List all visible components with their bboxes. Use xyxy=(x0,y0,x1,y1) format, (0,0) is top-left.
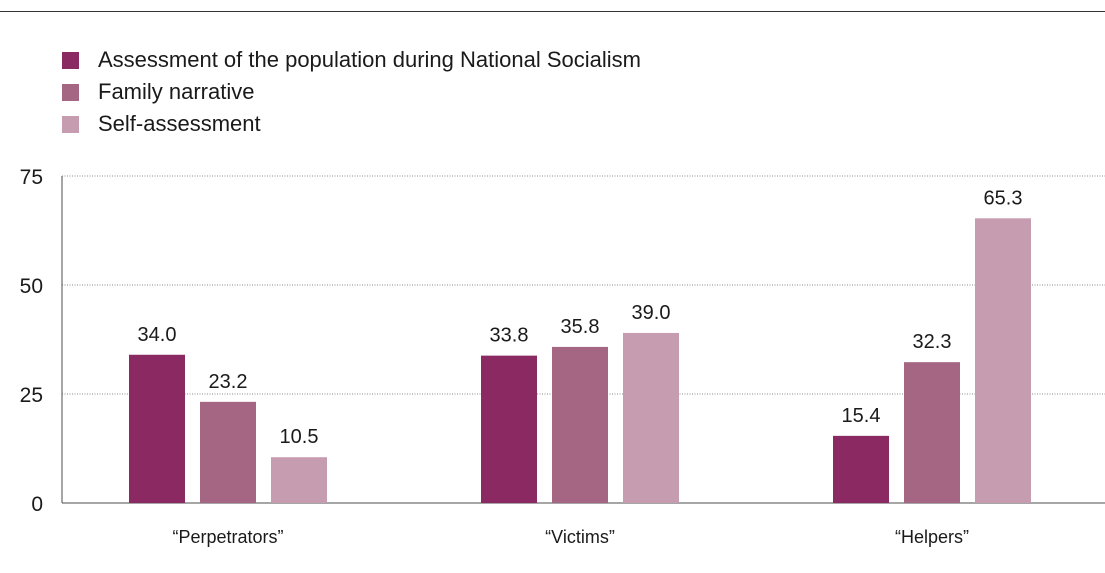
bar xyxy=(481,355,537,503)
chart-legend: Assessment of the population during Nati… xyxy=(62,44,641,140)
data-label: 33.8 xyxy=(490,325,529,347)
data-label: 15.4 xyxy=(842,405,881,427)
legend-label-assessment: Assessment of the population during Nati… xyxy=(98,47,641,72)
x-tick-label: “Victims” xyxy=(545,527,615,547)
bar xyxy=(623,332,679,503)
legend-item-assessment: Assessment of the population during Nati… xyxy=(62,44,641,76)
legend-label-family-narrative: Family narrative xyxy=(98,79,255,104)
bar xyxy=(552,346,608,503)
legend-label-self-assessment: Self-assessment xyxy=(98,111,261,136)
x-tick-label: “Perpetrators” xyxy=(172,527,283,547)
bar xyxy=(833,435,889,503)
data-label: 23.2 xyxy=(209,371,248,393)
data-label: 32.3 xyxy=(913,331,952,353)
legend-swatch-family-narrative xyxy=(62,83,79,101)
y-tick-label: 25 xyxy=(20,384,43,407)
data-label: 34.0 xyxy=(138,324,177,346)
x-tick-label: “Helpers” xyxy=(895,527,969,547)
y-tick-label: 50 xyxy=(20,275,43,298)
bar xyxy=(271,457,327,503)
legend-item-self-assessment: Self-assessment xyxy=(62,108,641,140)
data-label: 35.8 xyxy=(561,316,600,338)
legend-item-family-narrative: Family narrative xyxy=(62,76,641,108)
y-tick-label: 75 xyxy=(20,166,43,189)
bar xyxy=(904,362,960,503)
bar xyxy=(129,354,185,503)
data-label: 39.0 xyxy=(632,302,671,324)
bar xyxy=(975,218,1031,504)
bar xyxy=(200,401,256,503)
data-label: 10.5 xyxy=(280,426,319,448)
legend-swatch-self-assessment xyxy=(62,115,79,133)
top-divider xyxy=(0,11,1105,12)
legend-swatch-assessment xyxy=(62,51,79,69)
data-label: 65.3 xyxy=(984,187,1023,209)
y-tick-label: 0 xyxy=(31,493,43,516)
